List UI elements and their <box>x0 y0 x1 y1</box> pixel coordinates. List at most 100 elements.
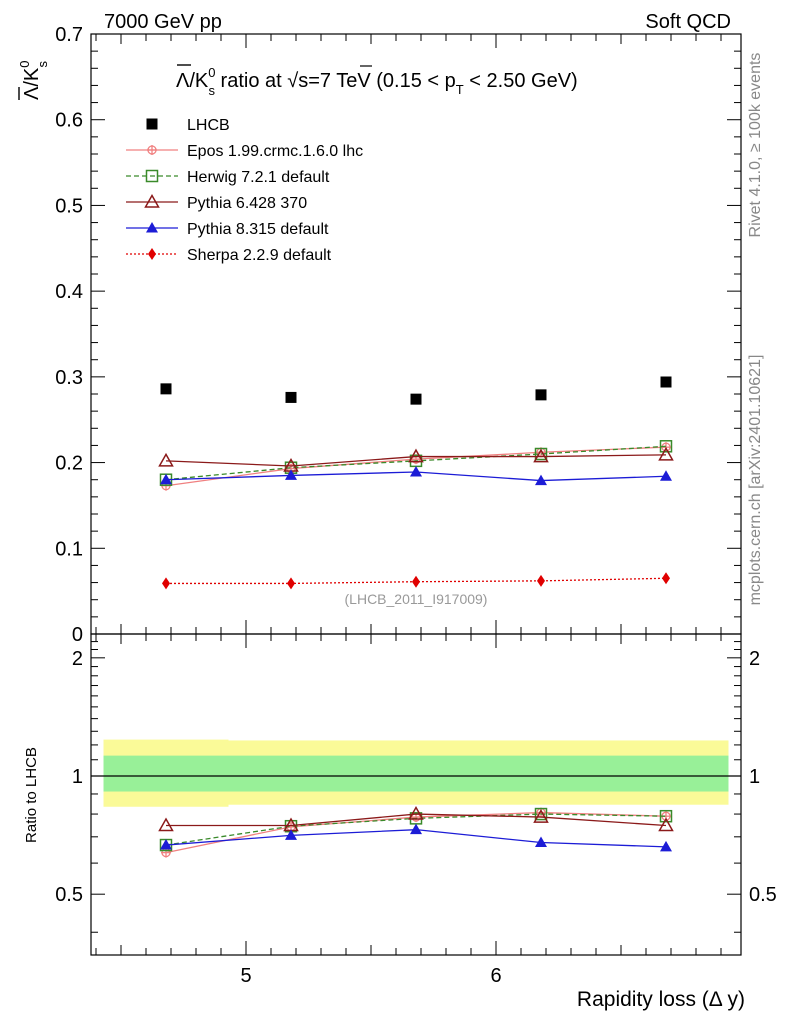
svg-text:Λ/K0s ratio at √s=7 TeV (0.15: Λ/K0 s ratio at √s=7 TeV (0.15 < pT < 2.5… <box>176 65 578 98</box>
main-point <box>535 389 547 401</box>
legend-marker <box>146 118 158 130</box>
ratio-point <box>658 817 674 832</box>
legend-label: Epos 1.99.crmc.1.6.0 lhc <box>187 143 363 160</box>
y-tick-label: 0.2 <box>55 453 83 475</box>
main-point <box>412 575 420 588</box>
main-point <box>658 446 674 461</box>
ratio-point <box>660 840 672 852</box>
main-ylabel: Λ/K0 s <box>17 61 50 101</box>
main-point <box>659 440 673 453</box>
mcplots-label: mcplots.cern.ch [arXiv:2401.10621] <box>747 355 764 606</box>
legend-marker <box>146 222 158 233</box>
title-slash-k: /K <box>189 70 209 92</box>
legend-marker <box>145 169 159 183</box>
title-k-sup: 0 <box>208 65 215 80</box>
main-point <box>410 393 422 405</box>
y-tick-label: 0.3 <box>55 367 83 389</box>
ratio-y-tick-label: 2 <box>72 648 83 670</box>
legend-label: Pythia 8.315 default <box>187 221 329 238</box>
legend-entry: Pythia 8.315 default <box>126 221 329 238</box>
header-right: Soft QCD <box>645 11 731 33</box>
ratio-point <box>285 829 297 840</box>
ylabel-lambda: Λ <box>21 86 43 100</box>
ratio-point <box>535 836 547 848</box>
main-point <box>285 469 297 480</box>
legend: LHCB Epos 1.99.crmc.1.6.0 lhc Herwig 7.2.1… <box>126 117 363 264</box>
ratio-band-inner <box>478 755 604 792</box>
main-series-pythia-8-315-default <box>160 466 672 486</box>
ratio-y-tick-label: 0.5 <box>55 884 83 906</box>
x-tick-label: 6 <box>490 965 501 987</box>
main-series-pythia-6-428-370 <box>158 446 674 472</box>
ratio-point <box>533 809 549 823</box>
legend-entry: Pythia 6.428 370 <box>126 193 307 212</box>
title-sqrt: √ <box>287 70 298 92</box>
y-tick-label: 0.7 <box>55 24 83 46</box>
main-point <box>158 452 174 467</box>
legend-marker <box>144 193 160 208</box>
ratio-point <box>659 809 673 823</box>
ratio-series-pythia-8-315-default <box>160 823 672 852</box>
main-point <box>410 466 422 477</box>
ylabel-sup: 0 <box>17 61 32 68</box>
main-panel: 0 0.1 0.2 0.3 0.4 0.5 0.6 0.7 <box>55 24 742 646</box>
ratio-ylabel: Ratio to LHCB <box>23 747 40 843</box>
ratio-band-inner <box>228 755 354 792</box>
legend-label: Herwig 7.2.1 default <box>187 169 330 186</box>
legend-entry: LHCB <box>146 117 230 134</box>
main-point <box>160 383 172 395</box>
ratio-point <box>410 823 422 835</box>
main-point <box>285 391 297 403</box>
title-s-eq: s=7 TeV (0.15 < p <box>298 70 456 92</box>
legend-marker <box>148 248 156 260</box>
analysis-watermark: (LHCB_2011_I917009) <box>345 591 488 607</box>
ratio-y-tick-label-right: 0.5 <box>749 884 777 906</box>
main-point <box>662 572 670 585</box>
ratio-line <box>166 813 667 827</box>
ratio-band-inner <box>353 755 479 792</box>
svg-text:Λ/K0s: Λ/K0 s <box>17 61 50 101</box>
title-mid: ratio at <box>215 70 287 92</box>
legend-entry: Epos 1.99.crmc.1.6.0 lhc <box>126 143 363 160</box>
ratio-point <box>534 807 548 821</box>
title-pt-sub: T <box>456 82 464 97</box>
ratio-point <box>408 806 424 820</box>
ratio-point <box>160 839 172 850</box>
main-point <box>534 447 548 461</box>
legend-label: Pythia 6.428 370 <box>187 195 307 212</box>
title-k-sub: s <box>209 83 216 98</box>
main-line <box>166 577 667 585</box>
header-left: 7000 GeV pp <box>104 11 222 33</box>
ratio-series-pythia-6-428-370 <box>158 806 674 832</box>
x-axis-label: Rapidity loss (Δ y) <box>577 988 745 1011</box>
legend-label: LHCB <box>187 117 230 134</box>
ratio-point <box>158 817 174 832</box>
y-tick-label: 0 <box>72 624 83 646</box>
title-tail: < 2.50 GeV) <box>464 70 578 92</box>
legend-label: Sherpa 2.2.9 default <box>187 247 332 264</box>
main-title: Λ/K0 s ratio at √s=7 TeV (0.15 < pT < 2.5… <box>176 64 578 98</box>
main-point <box>287 577 295 590</box>
main-line <box>165 454 667 467</box>
main-point <box>660 376 672 388</box>
legend-entry: Herwig 7.2.1 default <box>126 169 330 186</box>
legend-marker <box>147 145 157 155</box>
main-point <box>535 474 547 486</box>
x-tick-label: 5 <box>240 965 251 987</box>
main-point <box>537 574 545 587</box>
main-series-lhcb <box>160 376 672 405</box>
ratio-frame <box>90 633 742 956</box>
main-point <box>160 473 172 485</box>
ratio-y-tick-label-right: 1 <box>749 766 760 788</box>
y-tick-label: 0.4 <box>55 281 83 303</box>
rivet-label: Rivet 4.1.0, ≥ 100k events <box>747 53 764 238</box>
ratio-y-tick-label: 1 <box>72 766 83 788</box>
y-tick-label: 0.6 <box>55 110 83 132</box>
main-point <box>533 448 549 463</box>
ylabel-sub: s <box>35 61 50 68</box>
y-tick-label: 0.1 <box>55 538 83 560</box>
ratio-panel: 0.5 0.5 1 1 2 2 5 6 <box>55 633 777 987</box>
legend-entry: Sherpa 2.2.9 default <box>126 247 332 264</box>
ratio-band-inner <box>603 755 729 792</box>
